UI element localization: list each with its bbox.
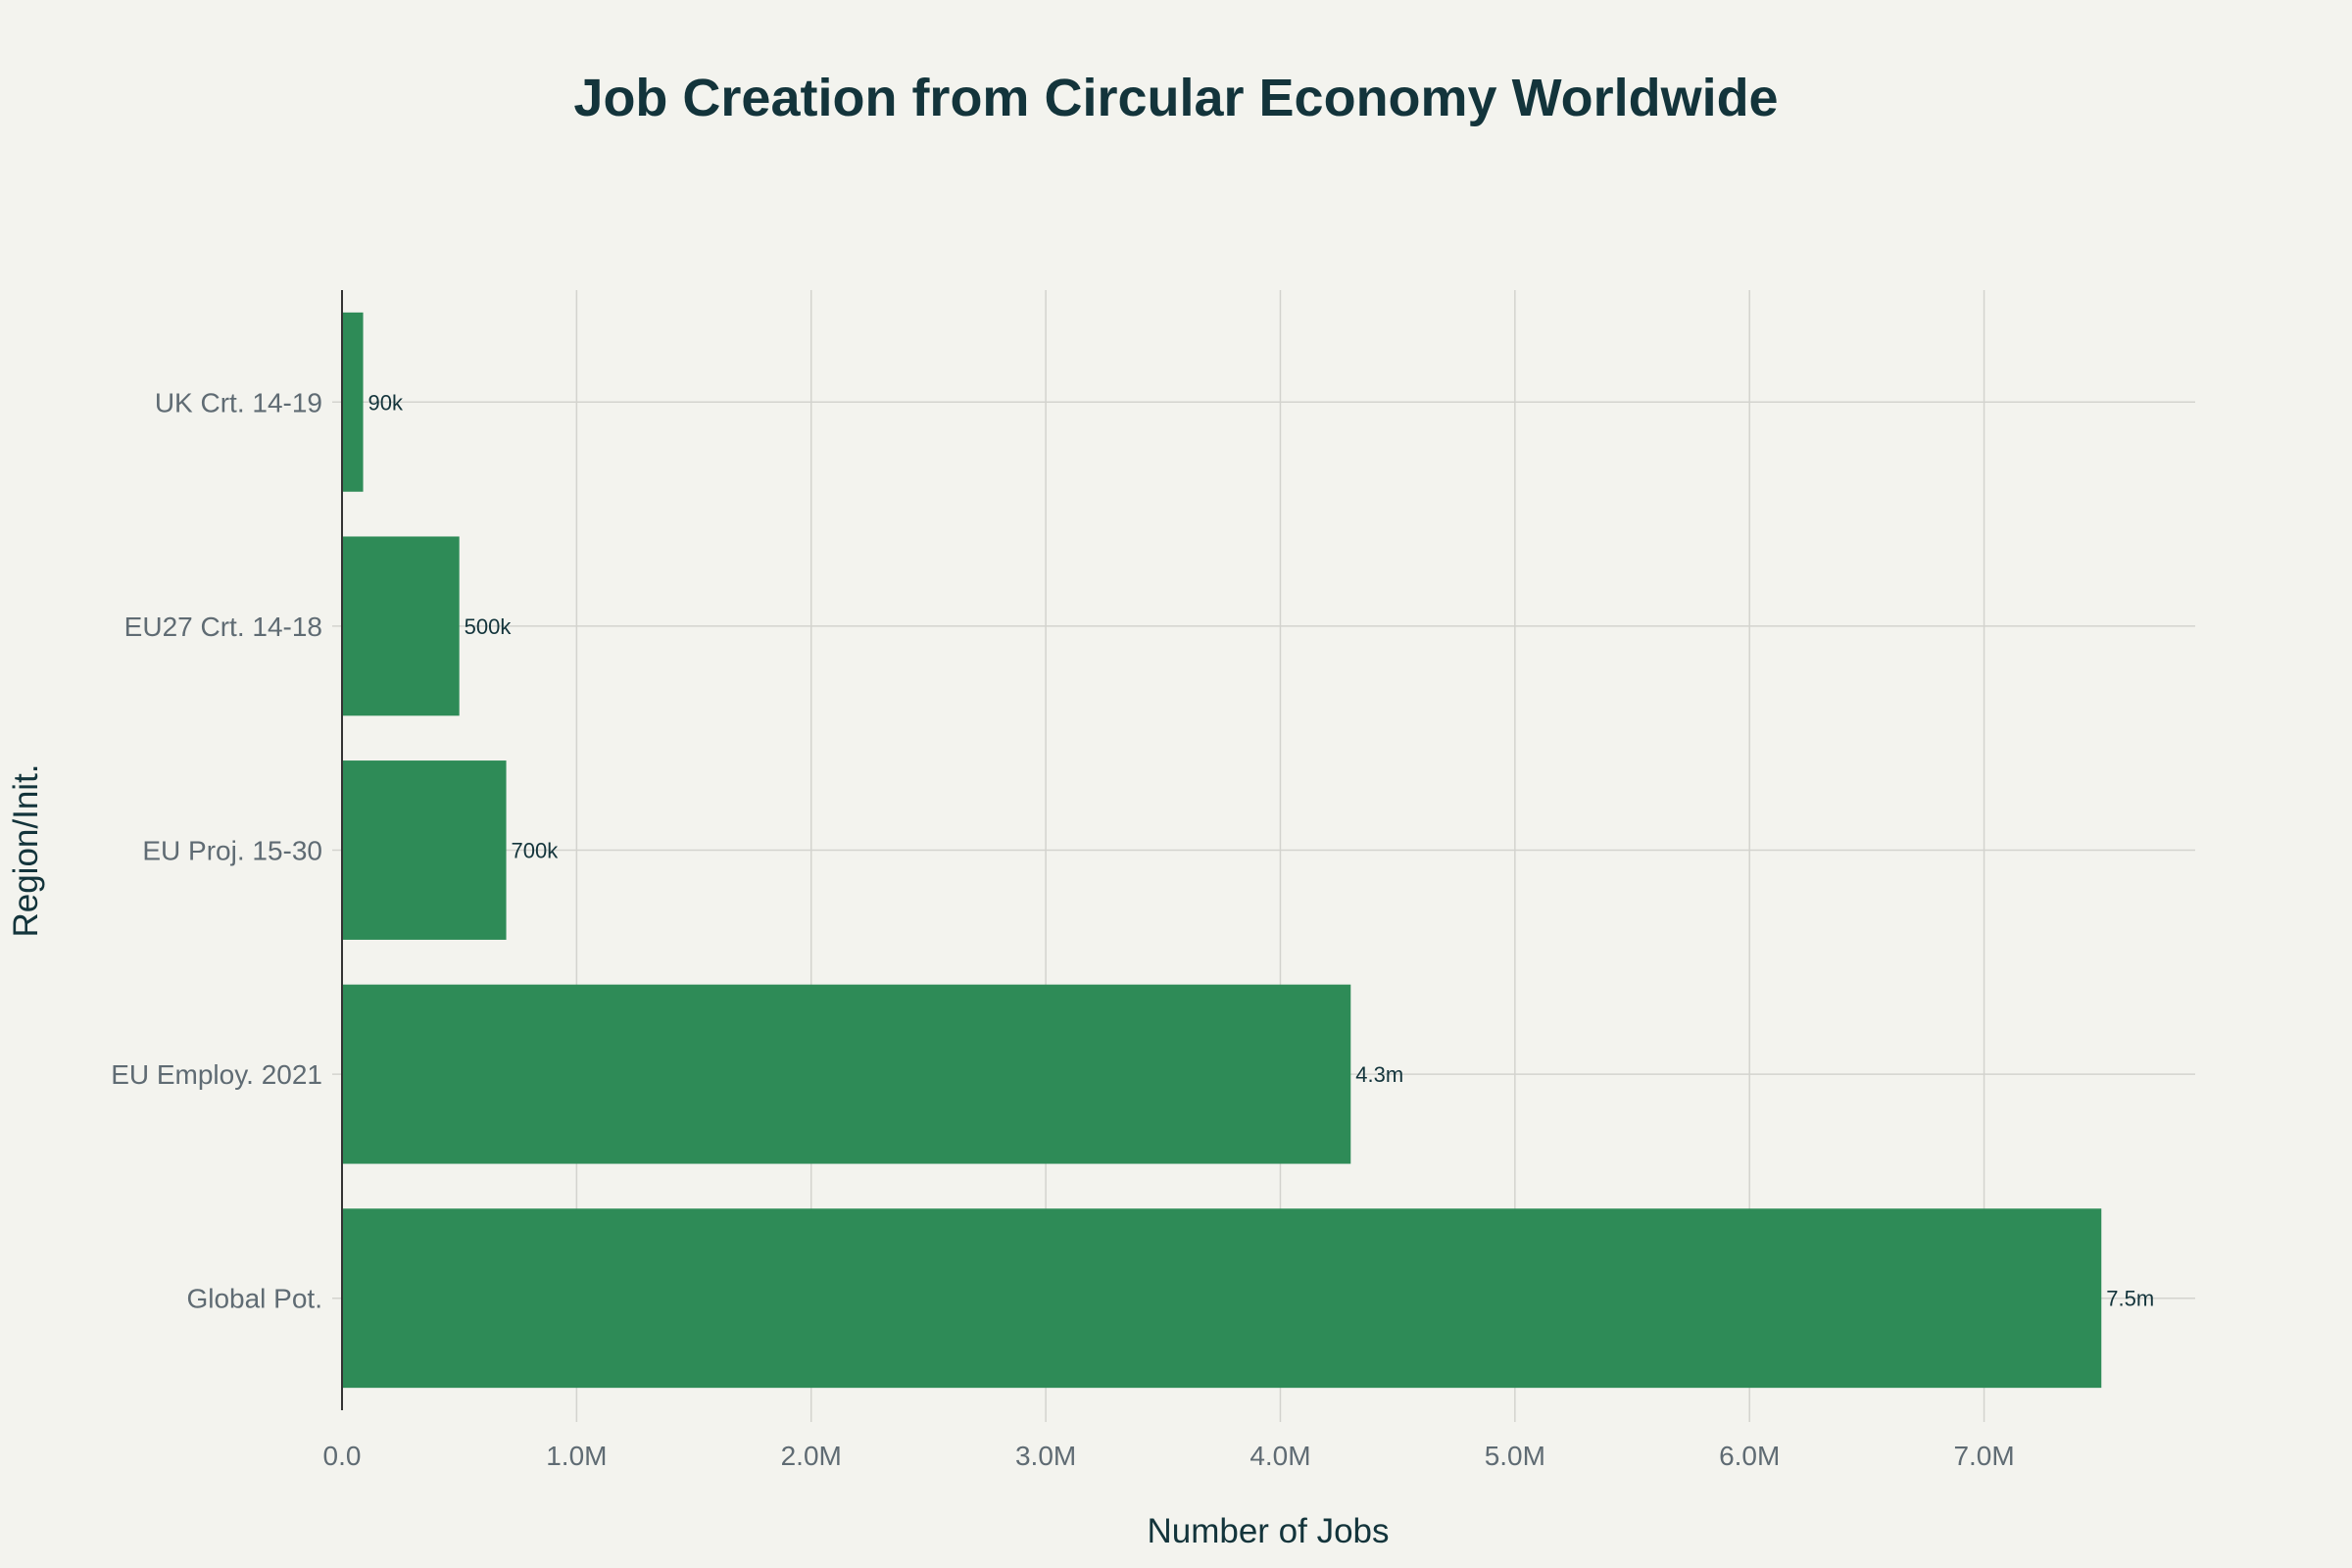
x-tick-label: 6.0M: [1719, 1441, 1780, 1471]
x-tick-label: 5.0M: [1485, 1441, 1545, 1471]
x-tick-label: 1.0M: [546, 1441, 607, 1471]
y-tick-label: EU Employ. 2021: [111, 1059, 322, 1090]
data-label: 700k: [512, 839, 560, 863]
x-tick-label: 2.0M: [781, 1441, 842, 1471]
data-label: 4.3m: [1355, 1062, 1403, 1087]
data-label: 7.5m: [2106, 1287, 2154, 1311]
x-axis-ticks: 0.0 1.0M 2.0M 3.0M 4.0M 5.0M 6.0M 7.0M: [323, 1441, 2015, 1471]
y-tick-label: UK Crt. 14-19: [155, 387, 322, 417]
x-axis-title: Number of Jobs: [1147, 1512, 1389, 1550]
bar: [342, 760, 507, 940]
x-tick-label: 4.0M: [1250, 1441, 1310, 1471]
y-tick-label: EU Proj. 15-30: [142, 836, 322, 866]
bars: 7.5m 4.3m 700k 500k 90k: [342, 312, 2154, 1389]
data-label: 90k: [368, 390, 404, 415]
y-axis-title: Region/Init.: [7, 763, 45, 937]
bar: [342, 536, 460, 716]
data-label: 500k: [465, 614, 513, 639]
bar: [342, 984, 1351, 1164]
x-tick-label: 0.0: [323, 1441, 362, 1471]
x-tick-label: 3.0M: [1015, 1441, 1076, 1471]
bar: [342, 312, 364, 492]
bar: [342, 1208, 2102, 1389]
y-axis-ticks: Global Pot. EU Employ. 2021 EU Proj. 15-30…: [111, 387, 322, 1313]
x-tick-label: 7.0M: [1953, 1441, 2014, 1471]
y-tick-label: Global Pot.: [186, 1284, 322, 1314]
y-tick-label: EU27 Crt. 14-18: [124, 612, 322, 642]
chart-title: Job Creation from Circular Economy World…: [573, 69, 1778, 127]
